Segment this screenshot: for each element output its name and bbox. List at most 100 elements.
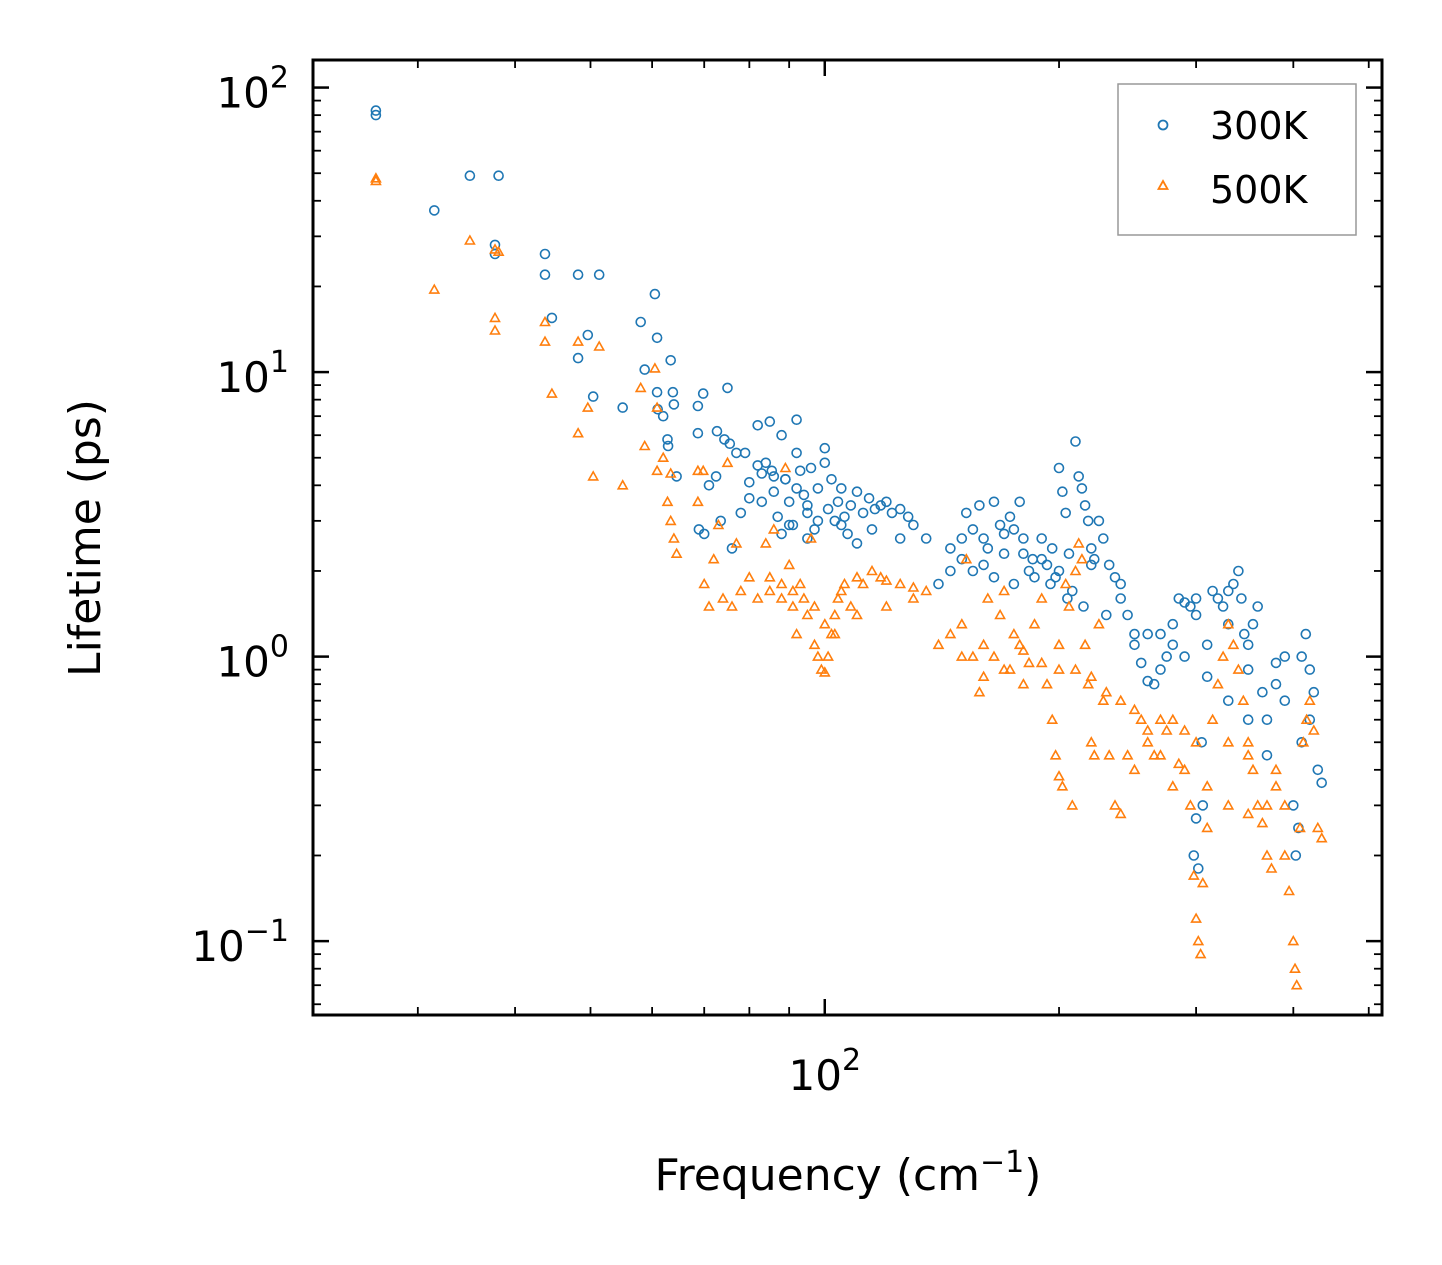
data-point [956,533,968,544]
data-point [1279,651,1291,662]
legend-box [1117,83,1357,236]
data-point [692,400,704,412]
data-point [759,537,772,548]
legend-marker-500k [1156,179,1170,190]
data-point [1046,713,1059,725]
data-point [1279,695,1291,707]
data-point [581,401,594,412]
data-point [894,533,906,544]
data-point [1036,533,1047,544]
data-point [977,638,990,650]
data-point [842,528,853,540]
data-point [776,429,787,441]
y-tick-label-base: 10 [216,353,269,402]
data-point [801,608,814,620]
data-point [880,574,893,585]
y-tick-label-base: 10 [216,69,269,118]
data-point [791,447,802,459]
data-point [1166,780,1179,791]
data-point [1315,832,1328,843]
data-point [1179,651,1190,662]
data-point [634,381,647,393]
data-point [822,503,834,515]
data-point [779,461,792,473]
data-point [657,410,669,422]
data-point [902,511,914,523]
data-point [1093,515,1105,527]
data-point [1053,770,1065,781]
data-point [1300,628,1312,640]
data-point [734,584,747,596]
series-300k [370,105,1327,874]
data-point [1261,749,1273,761]
data-point [1004,511,1016,523]
data-point [492,245,505,256]
data-point [988,496,1000,508]
data-point [1287,934,1300,946]
data-point [1316,777,1327,789]
data-point [1072,537,1085,548]
data-point [1109,571,1121,583]
data-point [978,533,989,544]
data-point [1063,548,1075,560]
y-tick-label-exponent: −1 [245,914,289,949]
data-point [787,519,799,531]
data-point [998,548,1010,560]
data-point [945,543,956,554]
data-point [1222,799,1235,810]
data-point [587,470,600,481]
data-point [1251,799,1264,810]
data-point [1148,749,1161,760]
data-point [1018,533,1029,544]
data-point [1188,850,1200,861]
data-point [1185,601,1196,612]
data-point [787,584,799,596]
data-point [988,571,1000,583]
data-point [1194,947,1207,959]
data-point [1103,749,1116,760]
data-point [1178,724,1191,735]
y-tick-label-exponent: 2 [270,61,289,96]
data-point [967,524,979,535]
data-point [1154,749,1167,760]
data-point [668,399,680,410]
data-point [1167,639,1179,651]
data-point [1161,651,1172,662]
data-point [665,354,677,366]
y-tick-label-base: 10 [191,922,244,971]
data-point [973,686,986,697]
data-point [1069,564,1082,576]
data-point [1060,507,1071,519]
data-point [851,608,863,620]
data-point [960,507,972,519]
data-point [832,592,844,603]
data-point [812,650,824,661]
y-tick-label: 100 [216,630,289,687]
data-point [998,663,1010,674]
data-point [572,335,584,346]
data-point [812,515,824,527]
data-point [894,503,906,515]
data-point [907,592,920,603]
data-point [794,577,807,589]
data-point [649,362,661,373]
data-point [717,592,729,603]
y-tick-label-base: 10 [216,638,269,687]
data-point [1311,821,1324,833]
data-point [464,170,476,181]
data-point [1257,686,1268,698]
data-point [783,496,795,508]
data-point [428,205,440,216]
data-point [794,465,806,477]
data-point [945,565,956,577]
data-point [1265,862,1278,873]
data-point [780,473,791,485]
data-point [763,571,776,582]
data-point [775,592,788,603]
data-point [587,391,599,402]
data-point [721,456,734,468]
data-point [956,553,968,565]
data-point [1270,657,1282,669]
data-point [1008,524,1020,535]
